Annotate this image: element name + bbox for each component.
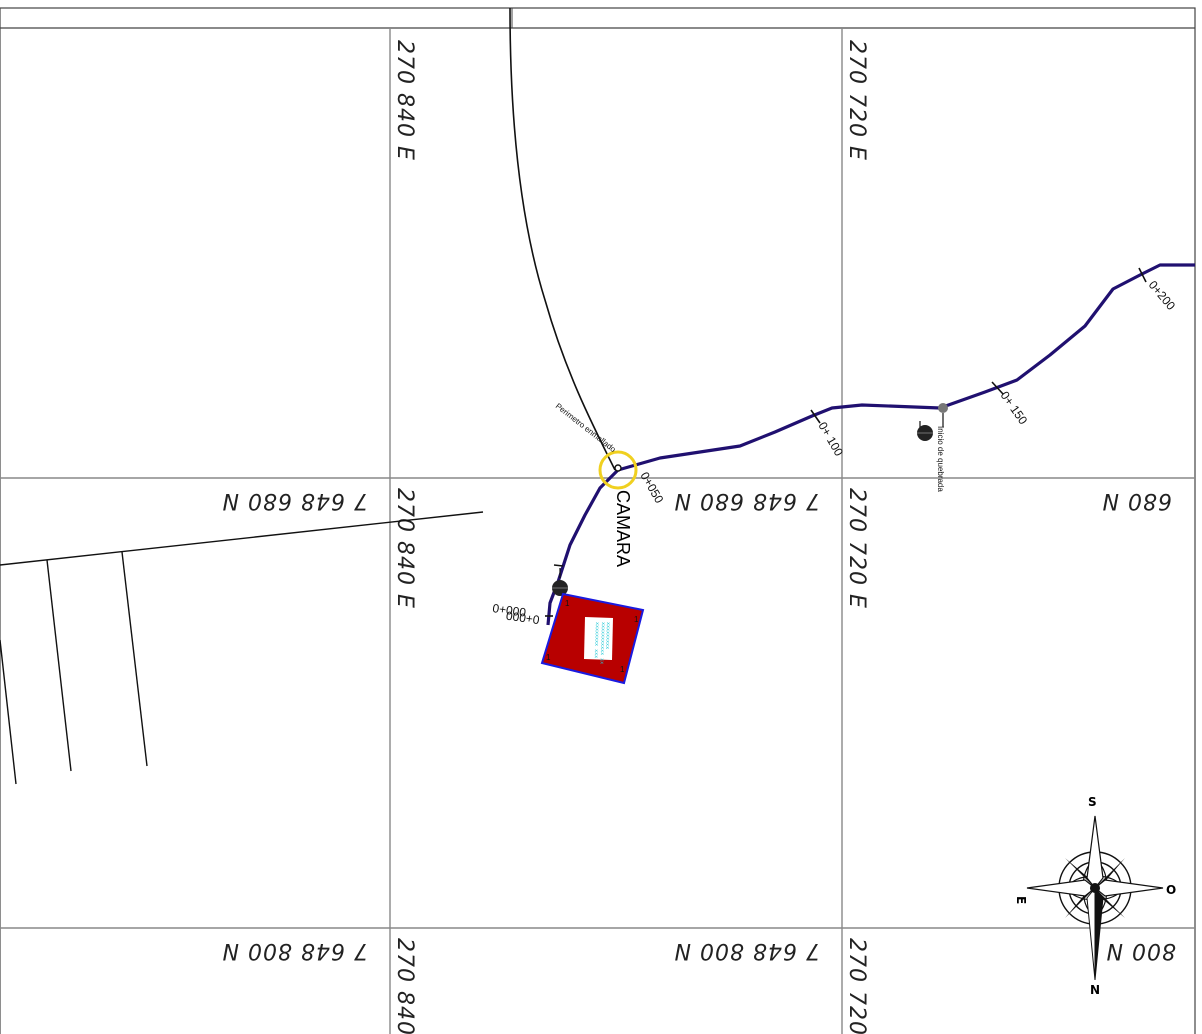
camara-label: CAMARA bbox=[613, 490, 633, 567]
building: xxxxxxxx xxx xxxxxxxxxxx xx xxxxxxxxx 1 … bbox=[540, 592, 645, 685]
pipeline-route bbox=[546, 263, 1195, 626]
svg-text:1: 1 bbox=[565, 599, 570, 608]
map-frame bbox=[0, 7, 1196, 1034]
station-label-0050: 0+050 bbox=[637, 470, 666, 506]
northing-label-680-right: 680 N bbox=[1102, 488, 1172, 513]
svg-text:xxxxxxxxxxx xx: xxxxxxxxxxx xx bbox=[599, 622, 606, 664]
valve-marker bbox=[552, 568, 568, 596]
svg-text:xxxxxxxxx: xxxxxxxxx bbox=[604, 622, 611, 649]
easting-label-720-bot: 270 720 E bbox=[844, 938, 869, 1034]
northing-label-680-mid: 7 648 680 N bbox=[674, 488, 820, 513]
easting-label-720-mid: 270 720 E bbox=[844, 488, 869, 609]
compass-south: S bbox=[1088, 795, 1097, 809]
svg-text:1: 1 bbox=[546, 653, 551, 662]
easting-label-840-bot: 270 840 E bbox=[392, 938, 417, 1034]
chamber-highlight-circle bbox=[598, 450, 638, 490]
chamber-node bbox=[614, 464, 622, 472]
easting-label-720-top: 270 720 E bbox=[844, 40, 869, 161]
building-sign bbox=[584, 617, 613, 660]
station-label-0000: 0+000 bbox=[492, 601, 528, 620]
quebrada-label: Inicio de quebrada bbox=[936, 426, 945, 492]
northing-label-800-mid: 7 648 800 N bbox=[674, 938, 820, 963]
compass-west: O bbox=[1166, 883, 1176, 897]
northing-label-800-left: 7 648 800 N bbox=[222, 938, 368, 963]
easting-label-840-mid: 270 840 E bbox=[392, 488, 417, 609]
svg-text:1: 1 bbox=[634, 615, 639, 624]
parcel-lines bbox=[0, 511, 484, 785]
easting-labels: 270 840 E 270 720 E 270 840 E 270 720 E … bbox=[392, 40, 869, 1034]
coordinate-grid bbox=[0, 28, 1195, 1034]
compass-north: N bbox=[1090, 983, 1100, 997]
northing-label-800-right: 800 N bbox=[1106, 938, 1176, 963]
station-label-0200: 0+200 bbox=[1146, 278, 1179, 313]
station-label-0000-mirror: 0+000 bbox=[505, 608, 541, 627]
compass-rose bbox=[1026, 815, 1164, 981]
northing-labels: 7 648 680 N 7 648 680 N 680 N 7 648 800 … bbox=[222, 488, 1176, 963]
boundary-curve bbox=[509, 7, 616, 471]
svg-text:xxxxxxxx xxx: xxxxxxxx xxx bbox=[593, 622, 600, 658]
easting-label-840-top: 270 840 E bbox=[392, 40, 417, 161]
svg-text:1: 1 bbox=[620, 665, 625, 674]
station-label-0150: 0+ 150 bbox=[998, 389, 1031, 428]
compass-east: E bbox=[1014, 896, 1028, 904]
northing-label-680-left: 7 648 680 N bbox=[222, 488, 368, 513]
station-ticks bbox=[545, 267, 1147, 617]
quebrada-marker bbox=[917, 403, 948, 441]
